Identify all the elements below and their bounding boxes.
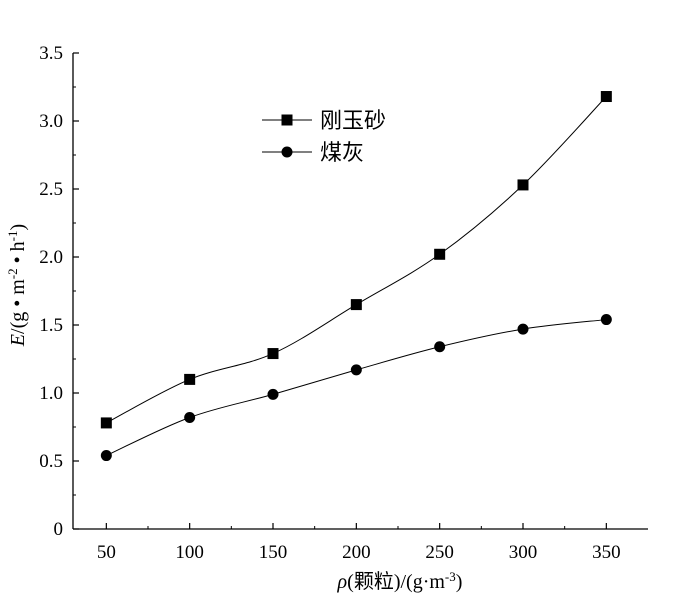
series-1 (100, 91, 612, 429)
legend-entry: 刚玉砂 (262, 109, 386, 134)
data-point (350, 299, 362, 311)
series-layer (100, 91, 612, 462)
data-point (267, 388, 279, 400)
data-point (184, 411, 196, 423)
y-tick-label: 3.5 (39, 43, 63, 64)
x-tick-label: 150 (259, 542, 288, 563)
y-tick-label: 2.0 (39, 247, 63, 268)
data-point (350, 364, 362, 376)
legend-label: 刚玉砂 (320, 109, 386, 134)
x-tick-label: 100 (175, 542, 204, 563)
data-point (184, 373, 196, 385)
data-point (517, 323, 529, 335)
x-tick-label: 250 (425, 542, 454, 563)
legend-entry: 煤灰 (262, 141, 364, 166)
legend-marker (281, 146, 293, 158)
x-tick-label: 50 (97, 542, 116, 563)
data-point (100, 450, 112, 462)
y-tick-label: 1.0 (39, 383, 63, 404)
legend-marker (281, 114, 293, 126)
series-2 (100, 314, 612, 462)
y-tick-label: 2.5 (39, 179, 63, 200)
x-tick-label: 200 (342, 542, 371, 563)
legend-label: 煤灰 (320, 141, 364, 166)
axes: 50 100 150 200 250 300 350 0 0.5 1.0 1.5 2.0 2.5 3.0 3… (39, 43, 648, 563)
data-point (517, 179, 529, 191)
x-axis-title: ρ(颗粒)/(g·m-3) (337, 569, 463, 594)
data-point (600, 91, 612, 103)
x-tick-label: 300 (509, 542, 538, 563)
y-axis-title: E/(g • m-2 • h-1) (5, 224, 30, 347)
data-point (434, 341, 446, 353)
data-point (434, 248, 446, 260)
y-tick-label: 3.0 (39, 111, 63, 132)
series-line (106, 319, 607, 457)
y-tick-label: 0.5 (39, 451, 63, 472)
y-tick-label: 0 (54, 519, 64, 540)
y-tick-label: 1.5 (39, 315, 63, 336)
data-point (600, 314, 612, 326)
x-tick-label: 350 (592, 542, 621, 563)
data-point (100, 417, 112, 429)
data-point (267, 348, 279, 360)
